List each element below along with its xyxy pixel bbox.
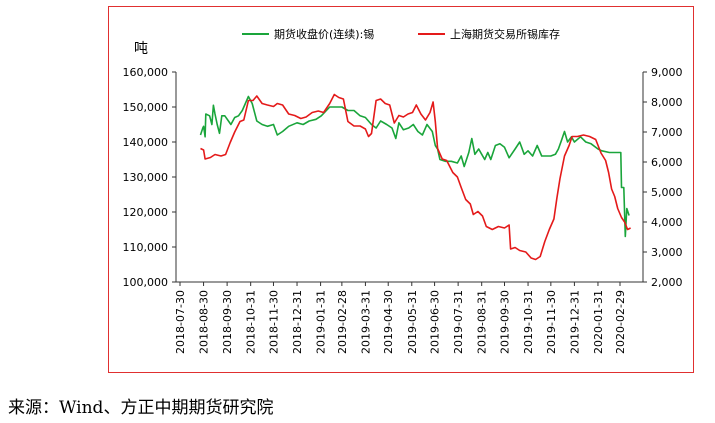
x-tick-label: 2019-04-30 [382, 290, 395, 354]
x-tick-label: 2019-05-31 [406, 290, 419, 354]
legend-label-1: 期货收盘价(连续):锡 [274, 27, 374, 41]
left-tick-label: 110,000 [123, 241, 169, 254]
left-axis-ticks: 100,000 110,000 120,000 130,000 140,000 150,0… [123, 66, 176, 289]
right-tick-label: 5,000 [651, 186, 683, 199]
x-axis-ticks: 2018-07-30 2018-08-30 2018-09-30 2018-10-31… [174, 282, 627, 354]
x-tick-label: 2019-03-31 [359, 290, 372, 354]
x-tick-label: 2018-11-30 [267, 290, 280, 354]
x-tick-label: 2018-12-31 [291, 290, 304, 354]
right-tick-label: 2,000 [651, 276, 683, 289]
right-tick-label: 9,000 [651, 66, 683, 79]
left-tick-label: 100,000 [123, 276, 169, 289]
left-tick-label: 160,000 [123, 66, 169, 79]
right-tick-label: 6,000 [651, 156, 683, 169]
right-tick-label: 3,000 [651, 246, 683, 259]
left-tick-label: 140,000 [123, 136, 169, 149]
x-tick-label: 2018-08-30 [198, 290, 211, 354]
x-tick-label: 2019-06-30 [429, 290, 442, 354]
right-tick-label: 4,000 [651, 216, 683, 229]
x-tick-label: 2018-07-30 [174, 290, 187, 354]
right-axis-ticks: 2,000 3,000 4,000 5,000 6,000 7,000 8,000 9,000 [643, 66, 683, 289]
left-tick-label: 120,000 [123, 206, 169, 219]
series-line-2 [200, 93, 631, 261]
series-layer [199, 93, 631, 261]
x-tick-label: 2020-02-29 [614, 290, 627, 354]
x-tick-label: 2020-01-31 [592, 290, 605, 354]
x-tick-label: 2019-10-31 [522, 290, 535, 354]
left-tick-label: 130,000 [123, 171, 169, 184]
x-tick-label: 2019-12-31 [568, 290, 581, 354]
x-tick-label: 2019-07-31 [452, 290, 465, 354]
x-tick-label: 2019-08-31 [476, 290, 489, 354]
series-line-1 [199, 95, 630, 238]
x-tick-label: 2019-11-30 [545, 290, 558, 354]
right-tick-label: 7,000 [651, 126, 683, 139]
left-tick-label: 150,000 [123, 101, 169, 114]
source-note: 来源：Wind、方正中期期货研究院 [8, 398, 274, 418]
legend: 期货收盘价(连续):锡 上海期货交易所锡库存 [242, 27, 560, 41]
right-tick-label: 8,000 [651, 96, 683, 109]
x-tick-label: 2018-10-31 [245, 290, 258, 354]
x-tick-label: 2018-09-30 [221, 290, 234, 354]
legend-label-2: 上海期货交易所锡库存 [450, 27, 560, 41]
x-tick-label: 2019-01-31 [315, 290, 328, 354]
x-tick-label: 2019-09-30 [498, 290, 511, 354]
y-unit-label: 吨 [134, 41, 148, 57]
x-tick-label: 2019-02-28 [336, 290, 349, 354]
chart-frame [108, 6, 694, 373]
